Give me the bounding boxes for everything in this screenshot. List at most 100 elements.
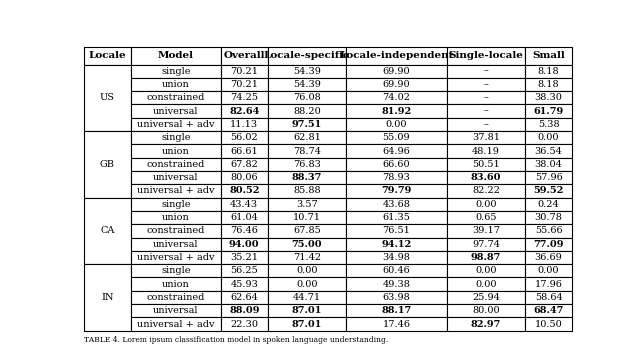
Text: Locale-independent: Locale-independent <box>339 51 454 60</box>
Bar <box>447 171 525 184</box>
Text: universal + adv: universal + adv <box>137 253 214 262</box>
Bar <box>447 91 525 104</box>
Bar <box>525 264 572 278</box>
Bar <box>268 78 346 91</box>
Text: 63.98: 63.98 <box>383 293 410 302</box>
Text: 44.71: 44.71 <box>292 293 321 302</box>
Bar <box>525 144 572 158</box>
Text: union: union <box>162 213 189 222</box>
Text: 62.81: 62.81 <box>293 133 321 142</box>
Bar <box>447 251 525 264</box>
Text: union: union <box>162 80 189 89</box>
Bar <box>447 78 525 91</box>
Text: 43.43: 43.43 <box>230 200 259 209</box>
Text: union: union <box>162 280 189 289</box>
Bar <box>268 48 346 64</box>
Bar <box>221 224 268 238</box>
Text: 0.65: 0.65 <box>476 213 497 222</box>
Bar <box>346 104 447 118</box>
Bar <box>221 171 268 184</box>
Bar <box>525 318 572 330</box>
Text: single: single <box>161 133 191 142</box>
Bar <box>268 131 346 144</box>
Bar <box>268 278 346 291</box>
Text: 58.64: 58.64 <box>534 293 563 302</box>
Bar <box>268 184 346 198</box>
Text: Overall: Overall <box>223 51 265 60</box>
Text: Locale-specific: Locale-specific <box>264 51 350 60</box>
Text: single: single <box>161 266 191 275</box>
Text: 81.92: 81.92 <box>381 107 412 116</box>
Text: –: – <box>484 80 488 89</box>
Text: 75.00: 75.00 <box>291 240 322 249</box>
Bar <box>131 91 221 104</box>
Text: 8.18: 8.18 <box>538 80 559 89</box>
Bar <box>268 264 346 278</box>
Text: 88.17: 88.17 <box>381 306 412 315</box>
Text: 50.51: 50.51 <box>472 160 500 169</box>
Bar <box>131 238 221 251</box>
Bar <box>346 131 447 144</box>
Bar <box>131 78 221 91</box>
Text: 97.51: 97.51 <box>292 120 322 129</box>
Bar <box>221 211 268 224</box>
Bar <box>346 238 447 251</box>
Bar <box>346 278 447 291</box>
Text: constrained: constrained <box>147 293 205 302</box>
Bar <box>221 118 268 131</box>
Bar <box>268 171 346 184</box>
Text: 68.47: 68.47 <box>533 306 564 315</box>
Text: 70.21: 70.21 <box>230 67 259 76</box>
Bar <box>131 131 221 144</box>
Bar <box>525 291 572 304</box>
Text: 25.94: 25.94 <box>472 293 500 302</box>
Bar <box>346 91 447 104</box>
Text: 38.04: 38.04 <box>534 160 563 169</box>
Bar <box>131 184 221 198</box>
Text: 60.46: 60.46 <box>383 266 410 275</box>
Bar <box>84 48 131 64</box>
Text: US: US <box>100 93 115 102</box>
Text: 94.00: 94.00 <box>229 240 260 249</box>
Bar <box>447 158 525 171</box>
Bar <box>447 118 525 131</box>
Bar <box>525 278 572 291</box>
Text: 71.42: 71.42 <box>292 253 321 262</box>
Bar <box>447 304 525 318</box>
Bar <box>221 264 268 278</box>
Text: single: single <box>161 200 191 209</box>
Bar <box>447 238 525 251</box>
Text: 57.96: 57.96 <box>534 173 563 182</box>
Bar <box>221 278 268 291</box>
Bar <box>346 184 447 198</box>
Text: 74.02: 74.02 <box>383 93 410 102</box>
Bar <box>221 304 268 318</box>
Bar <box>346 64 447 78</box>
Text: –: – <box>484 93 488 102</box>
Bar <box>221 48 268 64</box>
Bar <box>268 291 346 304</box>
Bar <box>525 91 572 104</box>
Text: 45.93: 45.93 <box>230 280 258 289</box>
Bar <box>221 104 268 118</box>
Text: 30.78: 30.78 <box>534 213 563 222</box>
Text: single: single <box>161 67 191 76</box>
Bar <box>447 144 525 158</box>
Text: constrained: constrained <box>147 226 205 235</box>
Bar <box>131 264 221 278</box>
Text: 66.61: 66.61 <box>230 147 258 156</box>
Text: 69.90: 69.90 <box>383 80 410 89</box>
Bar <box>525 171 572 184</box>
Bar <box>525 304 572 318</box>
Bar <box>525 251 572 264</box>
Bar <box>268 158 346 171</box>
Text: 61.79: 61.79 <box>534 107 564 116</box>
Bar <box>525 211 572 224</box>
Text: 0.00: 0.00 <box>538 266 559 275</box>
Text: 5.38: 5.38 <box>538 120 559 129</box>
Bar <box>221 291 268 304</box>
Bar <box>268 118 346 131</box>
Bar <box>525 238 572 251</box>
Text: 83.60: 83.60 <box>471 173 501 182</box>
Text: universal: universal <box>153 173 198 182</box>
